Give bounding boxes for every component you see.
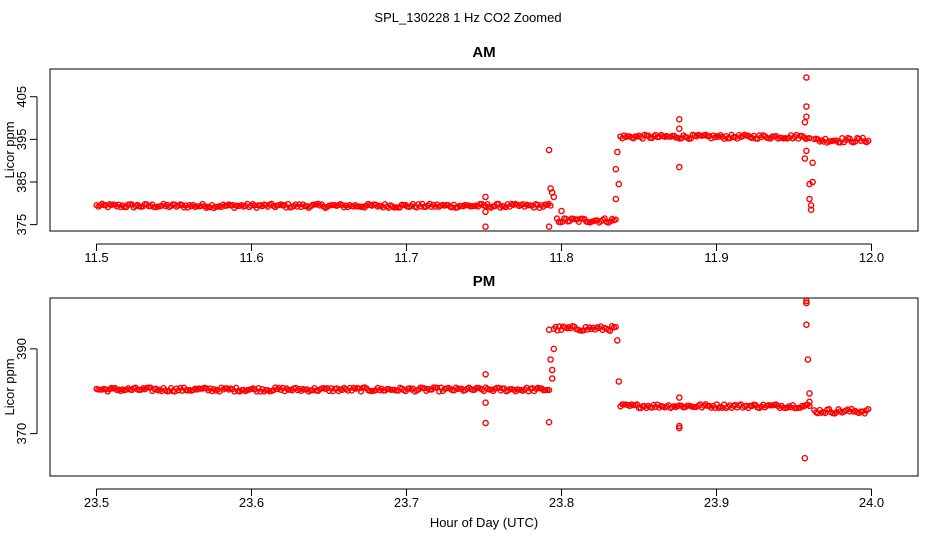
- am-data-points: [93, 74, 872, 230]
- am-outlier-point: [550, 193, 558, 201]
- am-plot-frame: [49, 68, 919, 232]
- am-outlier-point: [676, 125, 683, 132]
- am-outlier-point: [612, 165, 620, 173]
- am-data-point: [547, 202, 554, 209]
- am-outlier-point: [545, 223, 553, 230]
- pm-outlier-point: [548, 366, 556, 374]
- am-x-tick-label: 11.8: [549, 250, 573, 265]
- pm-outlier-point: [547, 356, 554, 363]
- am-outlier-point: [801, 155, 809, 162]
- am-outlier-point: [809, 178, 816, 186]
- pm-outlier-point: [614, 337, 621, 344]
- pm-outlier-point: [482, 399, 489, 407]
- pm-plot-frame: [49, 297, 919, 477]
- am-y-tick-label: 375: [14, 214, 29, 236]
- pm-outlier-point: [801, 454, 809, 462]
- am-outlier-point: [806, 195, 813, 203]
- am-data-point: [865, 137, 872, 145]
- pm-x-axis-label: Hour of Day (UTC): [430, 515, 538, 530]
- pm-y-tick-label: 370: [14, 423, 29, 445]
- am-y-axis-label: Licor ppm: [2, 121, 17, 178]
- pm-panel-title: PM: [473, 273, 496, 290]
- am-outlier-point: [803, 74, 810, 81]
- pm-outlier-point: [803, 321, 810, 329]
- pm-x-tick-label: 23.5: [84, 495, 109, 510]
- pm-data-point: [612, 323, 619, 331]
- pm-outlier-point: [806, 398, 813, 406]
- am-outlier-point: [615, 180, 623, 188]
- am-outlier-point: [676, 116, 683, 123]
- am-x-tick-label: 11.6: [239, 250, 263, 265]
- pm-x-tick-label: 24.0: [859, 495, 884, 510]
- pm-outlier-point: [676, 422, 683, 430]
- pm-outlier-point: [803, 297, 810, 305]
- am-y-tick-label: 395: [14, 128, 29, 150]
- am-x-tick-label: 11.9: [704, 250, 728, 265]
- am-x-tick-label: 12.0: [859, 250, 884, 265]
- am-outlier-point: [614, 148, 621, 156]
- am-y-tick-label: 405: [14, 86, 29, 108]
- am-outlier-point: [801, 119, 809, 126]
- pm-outlier-point: [676, 424, 683, 432]
- am-outlier-point: [612, 195, 620, 203]
- figure-title: SPL_130228 1 Hz CO2 Zoomed: [374, 10, 561, 25]
- pm-outlier-point: [482, 419, 489, 427]
- pm-outlier-point: [545, 418, 553, 426]
- am-outlier-point: [482, 208, 489, 216]
- am-outlier-point: [545, 146, 553, 154]
- pm-x-tick-label: 23.8: [549, 495, 574, 510]
- pm-outlier-point: [545, 326, 553, 334]
- pm-outlier-point: [803, 299, 810, 307]
- pm-outlier-point: [615, 378, 623, 385]
- am-outlier-point: [807, 206, 815, 213]
- am-panel: AM 11.5 11.6 11.7 11.8 11.9 12.0 375 385 395 405 Li…: [2, 44, 919, 265]
- pm-outlier-point: [804, 356, 812, 363]
- pm-x-tick-label: 23.9: [704, 495, 729, 510]
- am-x-tick-label: 11.5: [84, 250, 108, 265]
- pm-data-point: [545, 387, 553, 394]
- am-y-tick-label: 385: [14, 171, 29, 193]
- am-outlier-point: [809, 159, 816, 167]
- am-outlier-point: [803, 103, 810, 110]
- pm-x-tick-label: 23.6: [239, 495, 264, 510]
- pm-outlier-point: [550, 345, 558, 353]
- am-panel-title: AM: [472, 44, 495, 61]
- pm-outlier-point: [806, 390, 813, 397]
- pm-y-axis-label: Licor ppm: [2, 358, 17, 415]
- am-outlier-point: [676, 163, 683, 171]
- pm-data-points: [93, 297, 872, 462]
- am-outlier-point: [482, 193, 489, 201]
- am-outlier-point: [803, 113, 810, 120]
- pm-x-tick-label: 23.7: [394, 495, 419, 510]
- am-outlier-point: [803, 147, 810, 155]
- am-x-tick-label: 11.7: [394, 250, 418, 265]
- pm-outlier-point: [482, 370, 489, 378]
- pm-y-tick-label: 390: [14, 338, 29, 360]
- pm-outlier-point: [548, 375, 556, 382]
- pm-data-point: [865, 406, 872, 413]
- pm-outlier-point: [676, 394, 683, 401]
- am-outlier-point: [807, 202, 815, 209]
- am-data-point: [612, 216, 619, 223]
- am-outlier-point: [482, 223, 489, 230]
- am-outlier-point: [558, 207, 565, 215]
